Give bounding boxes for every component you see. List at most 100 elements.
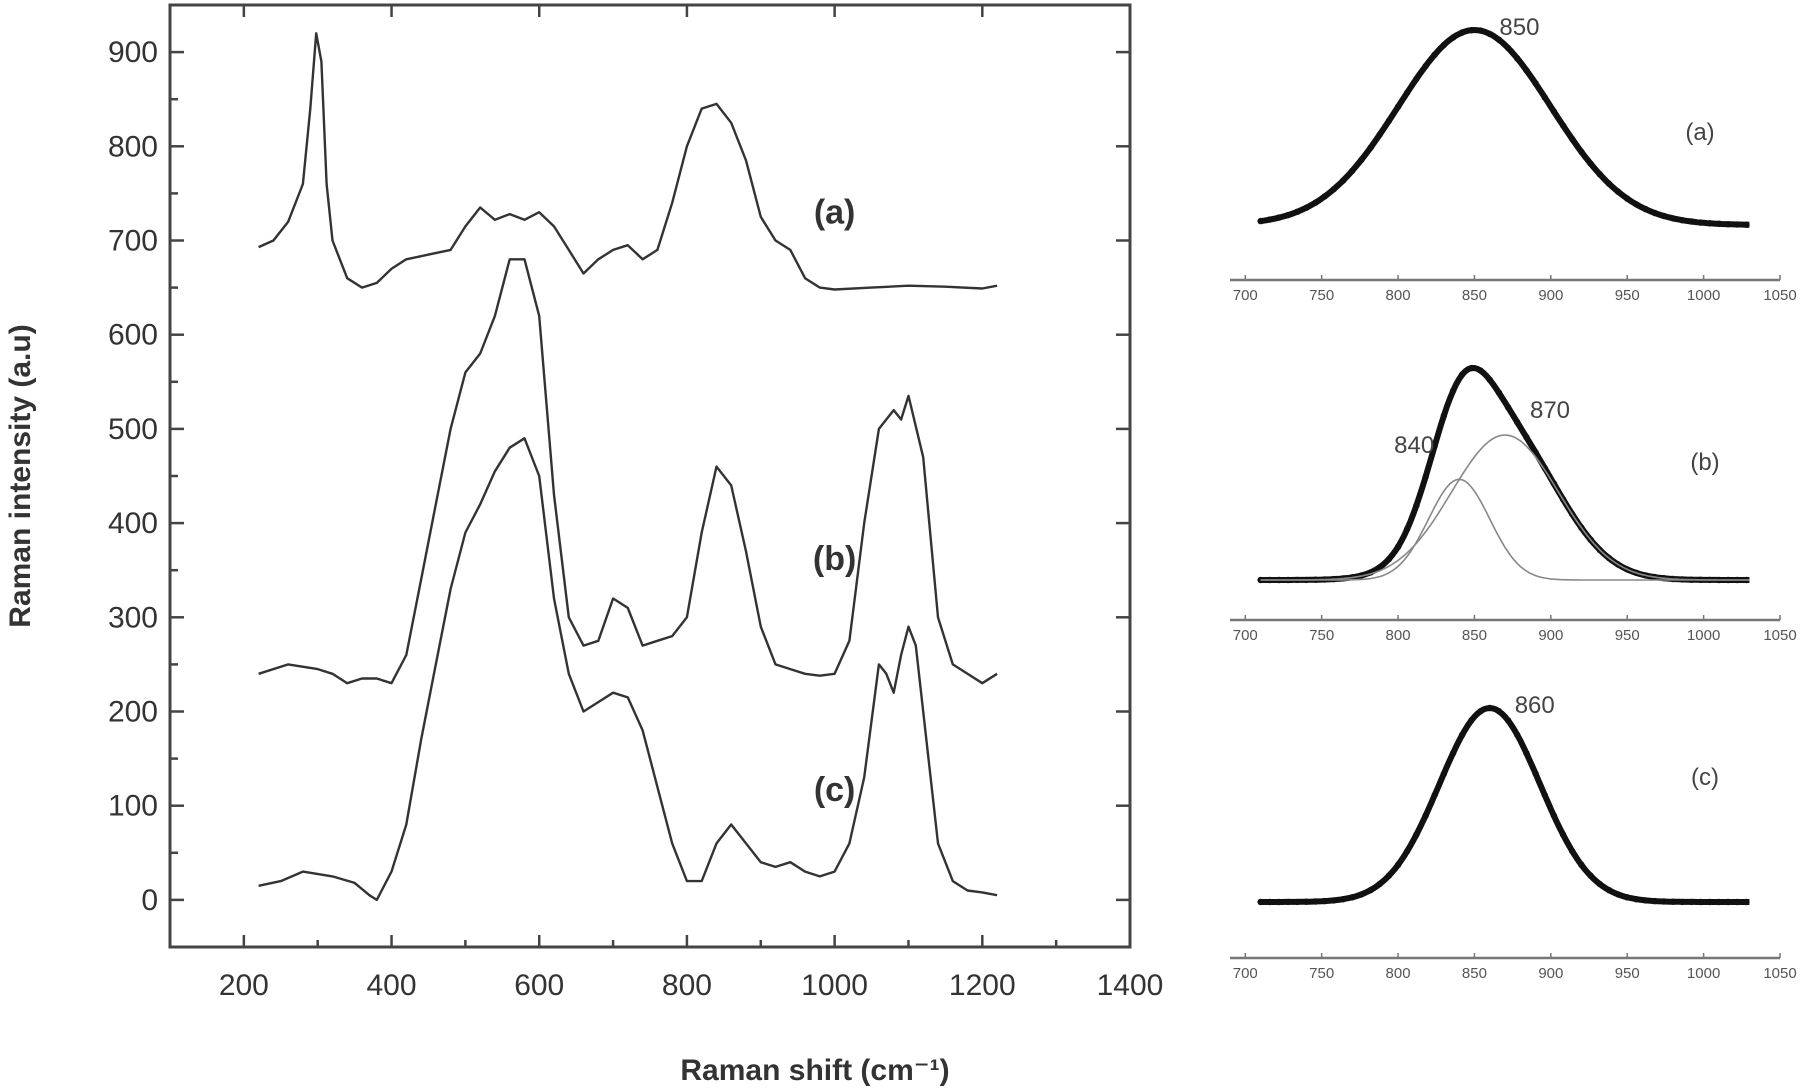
inset-data-point: [1449, 749, 1457, 757]
inset-data-point: [1358, 156, 1365, 163]
inset-data-point: [1468, 364, 1475, 372]
inset-data-point: [1431, 51, 1438, 58]
inset-data-point: [1284, 898, 1292, 906]
inset-data-point: [1624, 894, 1631, 901]
inset-x-tick-label: 900: [1538, 287, 1563, 304]
inset-data-point: [1349, 894, 1356, 901]
inset-data-point: [1422, 812, 1429, 819]
inset-data-point: [1495, 708, 1503, 715]
inset-data-point: [1376, 131, 1383, 138]
inset-data-point: [1532, 80, 1539, 87]
y-tick-label: 900: [108, 36, 158, 69]
inset-panel-label: (b): [1690, 449, 1719, 476]
inset-data-point: [1385, 117, 1393, 125]
main-series: (a) (b) (c): [258, 32, 998, 902]
inset-data-point: [1312, 199, 1319, 206]
peak-annotation: 840: [1394, 432, 1434, 459]
series-label: (a): [814, 194, 856, 232]
inset-data-point: [1440, 770, 1448, 777]
inset-x-tick-label: 700: [1233, 965, 1258, 982]
inset-data-point: [1376, 880, 1383, 888]
inset-data-point: [1660, 898, 1668, 905]
inset-data-point: [1394, 103, 1402, 110]
peak-annotation: 860: [1515, 692, 1555, 719]
inset-data-point: [1559, 122, 1567, 129]
inset-data-point: [1559, 831, 1567, 838]
inset-data-point: [1477, 367, 1484, 374]
inset-data-point: [1486, 704, 1493, 712]
main-y-ticks: 0 100 200 300 400 500 600 700 800 900: [108, 3, 1130, 949]
y-tick-label: 400: [108, 507, 158, 540]
series-label: (c): [814, 771, 856, 809]
inset-data-point: [1367, 886, 1374, 894]
inset-data-point: [1743, 898, 1750, 906]
inset-data-point: [1376, 564, 1383, 571]
inset-data-point: [1724, 221, 1732, 228]
main-x-ticks: 200 400 600 800 1000 1200 1400: [168, 5, 1164, 1002]
inset-data-point: [1633, 896, 1640, 903]
peak-annotation: 850: [1499, 14, 1539, 41]
inset-data-point: [1523, 434, 1530, 441]
inset-x-tick-label: 800: [1386, 627, 1411, 644]
inset-data-point: [1660, 212, 1668, 220]
inset-data-point: [1550, 812, 1558, 819]
inset-panel-b: 700 750 800 850 900 950 1000 1050 840 870 (b): [1230, 364, 1797, 644]
x-tick-label: 400: [367, 969, 417, 1002]
inset-data-point: [1284, 211, 1292, 219]
inset-data-point: [1422, 473, 1429, 481]
inset-x-tick-label: 800: [1386, 287, 1411, 304]
inset-data-point: [1614, 188, 1622, 195]
inset-data-point: [1523, 67, 1530, 74]
inset-data-point: [1706, 898, 1713, 906]
inset-data-point: [1266, 898, 1273, 906]
inset-data-point: [1495, 389, 1503, 396]
x-tick-label: 800: [662, 969, 712, 1002]
inset-data-point: [1349, 167, 1356, 174]
inset-data-point: [1651, 897, 1658, 905]
inset-data-point: [1743, 221, 1750, 228]
inset-x-tick-label: 900: [1538, 627, 1563, 644]
inset-data-point: [1321, 897, 1328, 905]
inset-data-point: [1504, 404, 1512, 411]
inset-data-point: [1257, 217, 1264, 225]
inset-data-point: [1275, 898, 1283, 906]
inset-fit-envelope: [1260, 26, 1750, 228]
inset-data-point: [1312, 898, 1319, 905]
inset-data-point: [1294, 208, 1301, 215]
inset-data-point: [1394, 861, 1402, 868]
inset-x-tick-label: 1050: [1763, 965, 1796, 982]
y-tick-label: 200: [108, 696, 158, 729]
inset-panel-label: (a): [1685, 119, 1714, 146]
inset-fit-envelope: [1260, 704, 1750, 905]
inset-data-point: [1642, 897, 1649, 904]
y-tick-label: 100: [108, 790, 158, 823]
inset-data-point: [1596, 171, 1603, 178]
inset-x-tick-label: 800: [1386, 965, 1411, 982]
inset-data-point: [1596, 880, 1603, 888]
inset-data-point: [1266, 216, 1273, 223]
peak-annotation: 870: [1530, 397, 1570, 424]
inset-data-point: [1532, 770, 1539, 777]
inset-data-point: [1688, 898, 1695, 906]
inset-data-point: [1669, 215, 1677, 222]
inset-data-point: [1413, 831, 1420, 838]
inset-data-point: [1459, 29, 1466, 36]
inset-data-point: [1275, 214, 1283, 221]
inset-x-tick-label: 700: [1233, 627, 1258, 644]
inset-data-point: [1303, 898, 1310, 905]
inset-data-point: [1404, 89, 1411, 96]
x-tick-label: 1200: [949, 969, 1016, 1002]
inset-data-point: [1486, 30, 1493, 38]
inset-data-point: [1339, 177, 1347, 184]
inset-data-point: [1504, 44, 1512, 52]
inset-data-point: [1569, 847, 1576, 855]
inset-data-point: [1605, 180, 1613, 187]
y-tick-label: 500: [108, 413, 158, 446]
x-tick-label: 200: [219, 969, 269, 1002]
x-tick-label: 1400: [1097, 969, 1164, 1002]
inset-x-tick-label: 950: [1615, 965, 1640, 982]
inset-data-point: [1339, 896, 1347, 903]
inset-data-point: [1541, 791, 1548, 799]
inset-data-point: [1587, 160, 1594, 167]
